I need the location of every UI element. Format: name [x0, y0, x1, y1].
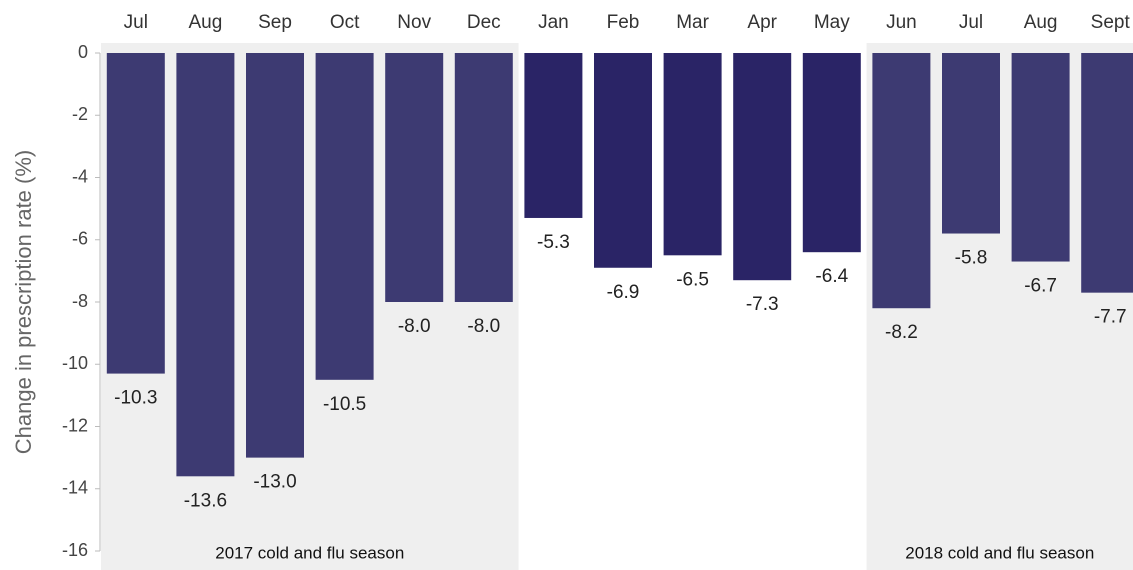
value-label: -8.2	[885, 322, 918, 343]
x-tick-label: Nov	[397, 12, 431, 33]
bar	[454, 53, 513, 302]
x-tick-label: Jul	[124, 12, 148, 33]
x-tick-label: Mar	[676, 12, 709, 33]
y-tick-label: 0	[78, 42, 88, 62]
value-label: -5.3	[537, 232, 570, 253]
bar	[872, 53, 931, 309]
x-tick-label: Apr	[747, 12, 777, 33]
y-tick-label: -12	[62, 415, 88, 435]
x-tick-label: Feb	[607, 12, 640, 33]
value-label: -6.9	[607, 282, 640, 303]
value-label: -10.3	[114, 388, 157, 409]
y-tick-label: -4	[72, 166, 88, 186]
x-tick-label: Jun	[886, 12, 917, 33]
value-label: -6.7	[1024, 276, 1057, 297]
value-label: -13.6	[184, 490, 227, 511]
value-label: -6.5	[676, 269, 709, 290]
season-label: 2017 cold and flu season	[215, 543, 404, 562]
y-tick-label: -8	[72, 291, 88, 311]
x-tick-label: Aug	[1024, 12, 1058, 33]
bar	[385, 53, 444, 302]
y-tick-label: -2	[72, 104, 88, 124]
x-tick-label: Jul	[959, 12, 983, 33]
y-tick-label: -6	[72, 229, 88, 249]
bar	[594, 53, 652, 268]
value-label: -6.4	[815, 266, 848, 287]
bar	[663, 53, 722, 256]
x-tick-label: Oct	[330, 12, 360, 33]
bar	[942, 53, 1000, 234]
y-tick-label: -16	[62, 540, 88, 560]
value-label: -7.3	[746, 294, 779, 315]
season-shade	[101, 43, 519, 570]
bar	[176, 53, 235, 477]
bar	[315, 53, 374, 380]
x-tick-label: May	[814, 12, 850, 33]
x-tick-label: Dec	[467, 12, 501, 33]
value-label: -8.0	[398, 316, 431, 337]
x-tick-label: Sep	[258, 12, 292, 33]
bar	[246, 53, 304, 458]
value-label: -8.0	[467, 316, 500, 337]
x-tick-label: Sept	[1091, 12, 1131, 33]
season-label: 2018 cold and flu season	[905, 543, 1094, 562]
value-label: -5.8	[955, 248, 988, 269]
y-tick-label: -14	[62, 478, 88, 498]
bar	[106, 53, 165, 374]
bar	[1081, 53, 1133, 293]
bar	[524, 53, 583, 218]
value-label: -13.0	[253, 472, 296, 493]
x-tick-label: Jan	[538, 12, 569, 33]
bar	[1011, 53, 1070, 262]
value-label: -10.5	[323, 394, 366, 415]
bar	[802, 53, 861, 253]
value-label: -7.7	[1094, 307, 1127, 328]
x-tick-label: Aug	[188, 12, 222, 33]
y-axis-title: Change in prescription rate (%)	[11, 150, 36, 454]
y-tick-label: -10	[62, 353, 88, 373]
bar	[733, 53, 792, 281]
